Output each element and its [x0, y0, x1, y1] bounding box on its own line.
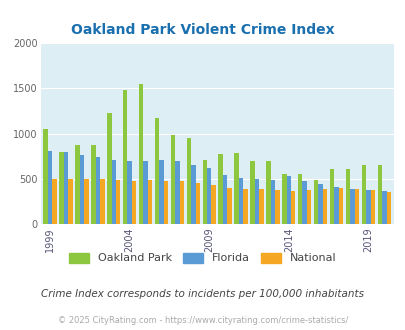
Bar: [254, 179, 258, 224]
Bar: [361, 165, 365, 224]
Bar: [48, 151, 52, 224]
Bar: [370, 190, 374, 224]
Bar: [345, 170, 350, 224]
Bar: [43, 129, 48, 224]
Bar: [227, 188, 231, 224]
Bar: [281, 175, 286, 224]
Bar: [79, 155, 84, 224]
Bar: [186, 138, 191, 224]
Bar: [147, 180, 152, 224]
Bar: [329, 169, 333, 224]
Bar: [333, 187, 338, 224]
Bar: [123, 90, 127, 224]
Bar: [302, 181, 306, 224]
Bar: [322, 188, 326, 224]
Bar: [171, 135, 175, 224]
Bar: [211, 185, 215, 224]
Bar: [266, 161, 270, 224]
Bar: [91, 145, 96, 224]
Bar: [59, 152, 64, 224]
Bar: [75, 145, 79, 224]
Bar: [270, 180, 275, 224]
Bar: [191, 164, 195, 224]
Text: © 2025 CityRating.com - https://www.cityrating.com/crime-statistics/: © 2025 CityRating.com - https://www.city…: [58, 316, 347, 325]
Bar: [238, 178, 243, 224]
Bar: [381, 191, 386, 224]
Bar: [207, 168, 211, 224]
Bar: [52, 179, 57, 224]
Bar: [127, 161, 132, 224]
Bar: [286, 176, 290, 224]
Bar: [318, 184, 322, 224]
Bar: [159, 160, 163, 224]
Bar: [100, 179, 104, 224]
Bar: [175, 161, 179, 224]
Legend: Oakland Park, Florida, National: Oakland Park, Florida, National: [69, 253, 336, 263]
Bar: [84, 179, 88, 224]
Bar: [243, 189, 247, 224]
Bar: [338, 188, 342, 224]
Bar: [275, 190, 279, 224]
Bar: [163, 181, 168, 224]
Bar: [386, 192, 390, 224]
Bar: [377, 164, 381, 224]
Bar: [354, 189, 358, 224]
Bar: [116, 180, 120, 224]
Bar: [297, 174, 302, 224]
Bar: [179, 181, 183, 224]
Text: Oakland Park Violent Crime Index: Oakland Park Violent Crime Index: [71, 23, 334, 37]
Bar: [250, 161, 254, 224]
Bar: [139, 84, 143, 224]
Bar: [154, 118, 159, 224]
Bar: [258, 189, 263, 224]
Bar: [313, 180, 318, 224]
Bar: [222, 175, 227, 224]
Bar: [64, 152, 68, 224]
Bar: [68, 179, 72, 224]
Bar: [143, 161, 147, 224]
Bar: [107, 113, 111, 224]
Bar: [202, 160, 207, 224]
Bar: [218, 154, 222, 224]
Bar: [234, 153, 238, 224]
Bar: [111, 160, 116, 224]
Text: Crime Index corresponds to incidents per 100,000 inhabitants: Crime Index corresponds to incidents per…: [41, 289, 364, 299]
Bar: [290, 191, 295, 224]
Bar: [132, 181, 136, 224]
Bar: [195, 183, 200, 224]
Bar: [96, 157, 100, 224]
Bar: [306, 190, 311, 224]
Bar: [350, 189, 354, 224]
Bar: [365, 190, 370, 224]
